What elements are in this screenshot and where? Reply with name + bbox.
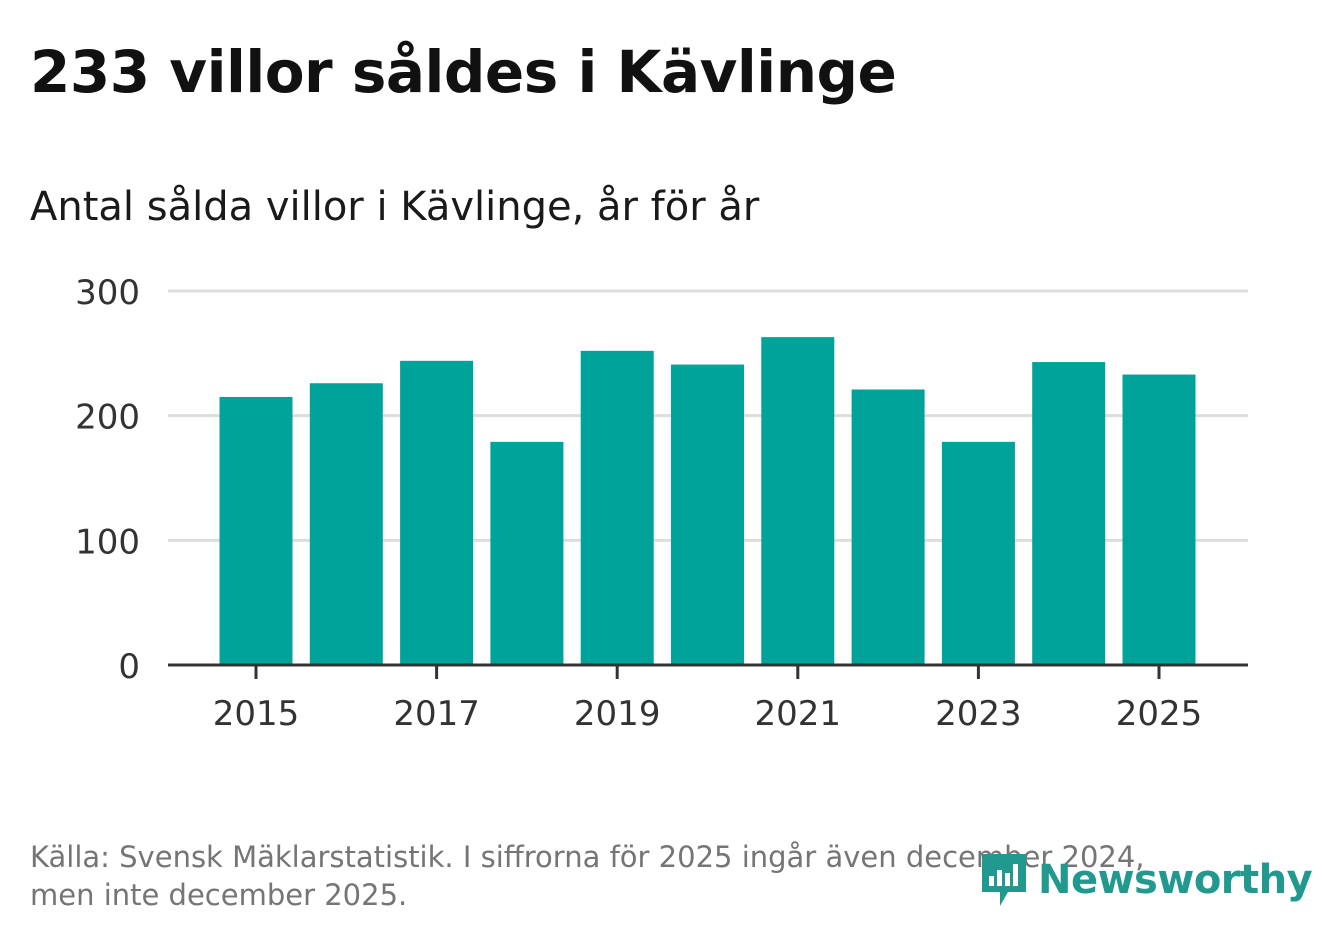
- bar-2016: [309, 383, 383, 665]
- y-axis-ticks: 0 100 200 300: [75, 273, 140, 687]
- y-tick-label-0: 0: [118, 647, 140, 687]
- x-tick-label-2025: 2025: [1116, 694, 1203, 734]
- source-note: Källa: Svensk Mäklarstatistik. I siffror…: [30, 838, 1145, 914]
- x-tick-label-2017: 2017: [393, 694, 480, 734]
- x-tick-label-2021: 2021: [755, 694, 842, 734]
- bars: [219, 337, 1196, 665]
- bar-2024: [1032, 362, 1106, 665]
- x-tick-label-2019: 2019: [574, 694, 661, 734]
- bar-2025: [1122, 374, 1196, 665]
- bar-2018: [490, 441, 564, 665]
- y-tick-label-200: 200: [75, 398, 140, 438]
- bar-2015: [219, 396, 293, 665]
- newsworthy-logo: Newsworthy: [978, 850, 1313, 910]
- source-note-line-1: Källa: Svensk Mäklarstatistik. I siffror…: [30, 840, 1145, 874]
- bar-2019: [580, 350, 654, 665]
- x-axis-ticks: 2015 2017 2019 2021 2023 2025: [213, 665, 1203, 734]
- bar-2022: [851, 389, 925, 665]
- y-tick-label-300: 300: [75, 273, 140, 313]
- x-tick-label-2023: 2023: [935, 694, 1022, 734]
- newsworthy-logo-text: Newsworthy: [1038, 857, 1313, 903]
- bar-2021: [761, 337, 835, 665]
- bar-chart: 0 100 200 300 2015 2017 2019 2021 2023 2025: [75, 273, 1248, 734]
- y-tick-label-100: 100: [75, 522, 140, 562]
- newsworthy-logo-icon: [982, 854, 1026, 906]
- bar-2017: [400, 360, 474, 665]
- chart-title: 233 villor såldes i Kävlinge: [30, 38, 897, 106]
- chart-subtitle: Antal sålda villor i Kävlinge, år för år: [30, 184, 760, 230]
- bar-2023: [941, 441, 1015, 665]
- source-note-line-2: men inte december 2025.: [30, 878, 408, 912]
- x-tick-label-2015: 2015: [213, 694, 300, 734]
- bar-2020: [671, 364, 744, 665]
